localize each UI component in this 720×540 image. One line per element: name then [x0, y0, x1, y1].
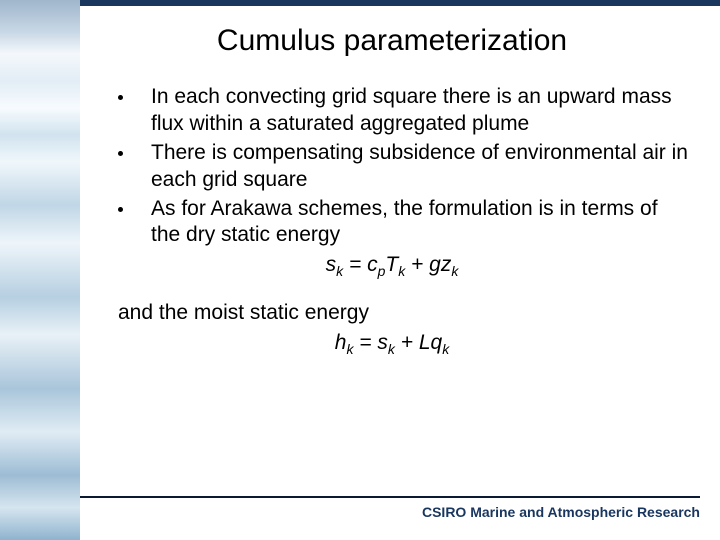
formula-sub: k [388, 342, 395, 358]
top-accent-bar [80, 0, 720, 6]
bullet-text: There is compensating subsidence of envi… [151, 140, 690, 194]
formula-var: Lq [419, 331, 442, 354]
continuation-text: and the moist static energy [84, 301, 700, 325]
formula-eq: = [353, 331, 377, 354]
formula-var: s [326, 253, 337, 276]
bullet-text: As for Arakawa schemes, the formulation … [151, 196, 690, 250]
bullet-item: In each convecting grid square there is … [118, 84, 690, 138]
footer-text: CSIRO Marine and Atmospheric Research [80, 504, 720, 520]
formula-sub: k [451, 263, 458, 279]
sidebar-sky-image [0, 0, 80, 540]
formula-var: c [367, 253, 378, 276]
bullet-item: There is compensating subsidence of envi… [118, 140, 690, 194]
formula-dry-static-energy: sk = cpTk + gzk [84, 253, 700, 279]
bullet-dot-icon [118, 207, 123, 212]
slide-title: Cumulus parameterization [84, 24, 700, 58]
bullet-list: In each convecting grid square there is … [84, 84, 700, 249]
bullet-dot-icon [118, 95, 123, 100]
formula-sub: k [442, 342, 449, 358]
formula-eq: = [343, 253, 367, 276]
slide: Cumulus parameterization In each convect… [0, 0, 720, 540]
slide-content: Cumulus parameterization In each convect… [80, 0, 720, 540]
bottom-divider [80, 496, 700, 498]
formula-var: h [335, 331, 347, 354]
formula-var: s [377, 331, 388, 354]
formula-plus: + [405, 253, 429, 276]
bullet-item: As for Arakawa schemes, the formulation … [118, 196, 690, 250]
footer-group: CSIRO Marine and Atmospheric Research [80, 496, 720, 520]
formula-var: T [385, 253, 398, 276]
formula-var: gz [429, 253, 451, 276]
formula-moist-static-energy: hk = sk + Lqk [84, 331, 700, 357]
bullet-text: In each convecting grid square there is … [151, 84, 690, 138]
bullet-dot-icon [118, 151, 123, 156]
formula-plus: + [395, 331, 419, 354]
